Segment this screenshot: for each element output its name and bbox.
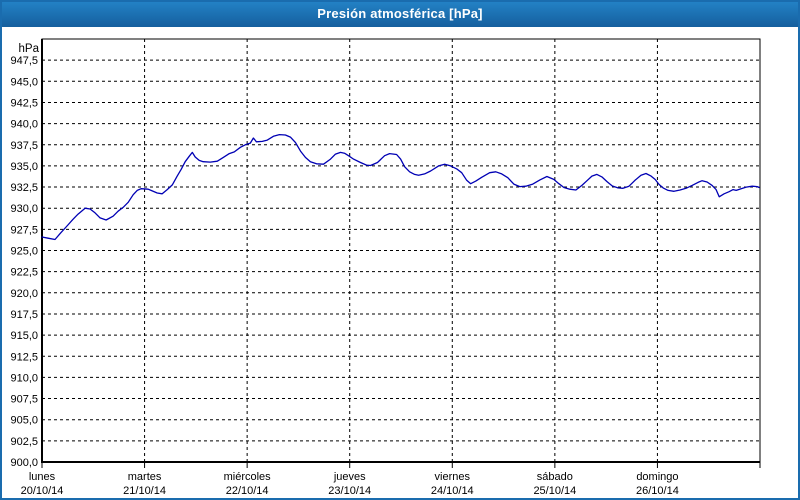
y-axis-tick-label: 905,0	[10, 415, 38, 427]
y-axis-tick-label: 937,5	[10, 140, 38, 152]
y-axis-tick-label: 940,0	[10, 119, 38, 131]
x-axis-date-label: 22/10/14	[226, 485, 269, 497]
y-axis-tick-label: 902,5	[10, 436, 38, 448]
y-axis-tick-label: 900,0	[10, 457, 38, 469]
y-axis-tick-label: 925,0	[10, 246, 38, 258]
window-titlebar: Presión atmosférica [hPa]	[0, 0, 800, 27]
x-axis-day-label: viernes	[435, 471, 471, 483]
y-axis-tick-label: 915,0	[10, 330, 38, 342]
y-axis-tick-label: 945,0	[10, 76, 38, 88]
x-axis-day-label: miércoles	[224, 471, 272, 483]
y-axis-tick-label: 932,5	[10, 182, 38, 194]
x-axis-date-label: 26/10/14	[636, 485, 679, 497]
y-axis-tick-label: 922,5	[10, 267, 38, 279]
y-axis-tick-label: 907,5	[10, 394, 38, 406]
y-axis-tick-label: 912,5	[10, 351, 38, 363]
x-axis-day-label: sábado	[537, 471, 573, 483]
y-axis-tick-label: 917,5	[10, 309, 38, 321]
x-axis-date-label: 23/10/14	[328, 485, 371, 497]
x-axis-date-label: 24/10/14	[431, 485, 474, 497]
y-axis-tick-label: 947,5	[10, 55, 38, 67]
x-axis-day-label: martes	[128, 471, 162, 483]
y-axis-tick-label: 935,0	[10, 161, 38, 173]
y-axis-unit-label: hPa	[19, 43, 40, 55]
chart-title: Presión atmosférica [hPa]	[317, 6, 483, 21]
x-axis-date-label: 20/10/14	[21, 485, 64, 497]
x-axis-date-label: 25/10/14	[533, 485, 576, 497]
plot-border	[41, 38, 761, 463]
x-axis-day-label: lunes	[29, 471, 56, 483]
x-axis-date-label: 21/10/14	[123, 485, 166, 497]
y-axis-tick-label: 942,5	[10, 97, 38, 109]
y-axis-tick-label: 920,0	[10, 288, 38, 300]
x-axis-day-label: domingo	[636, 471, 678, 483]
pressure-series-line	[41, 133, 760, 241]
x-axis-day-label: jueves	[333, 471, 366, 483]
y-axis-tick-label: 927,5	[10, 224, 38, 236]
y-axis-tick-label: 930,0	[10, 203, 38, 215]
y-axis-tick-label: 910,0	[10, 372, 38, 384]
